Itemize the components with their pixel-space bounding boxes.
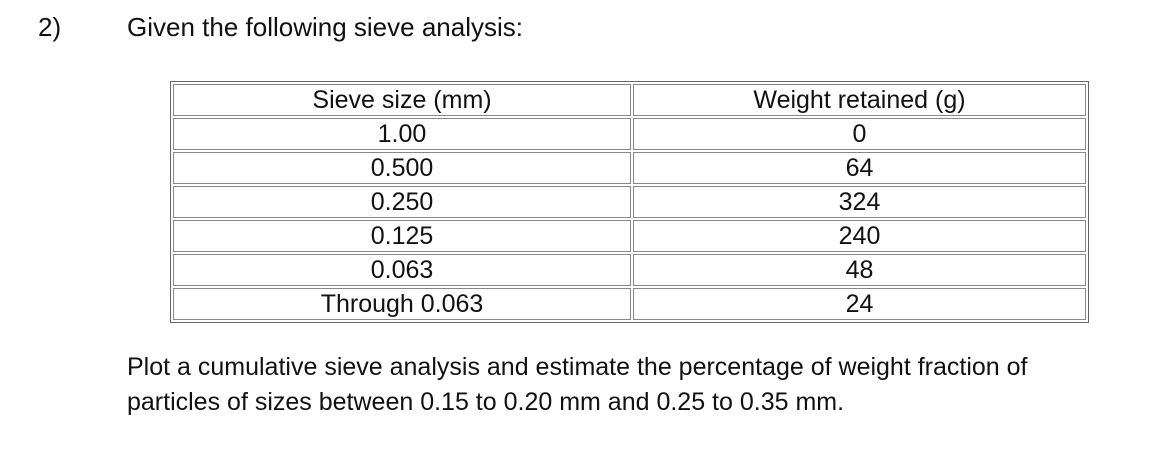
- table-row: 0.063 48: [173, 254, 1086, 286]
- table-row: 0.500 64: [173, 152, 1086, 184]
- table-cell: 0.063: [173, 254, 631, 286]
- problem-number: 2): [38, 12, 62, 42]
- table-cell: 240: [633, 220, 1086, 252]
- table-cell: 64: [633, 152, 1086, 184]
- table-body: 1.00 0 0.500 64 0.250 324 0.125 240 0.063 48 Throu…: [173, 118, 1086, 320]
- table-cell: 0.500: [173, 152, 631, 184]
- table-cell: 24: [633, 288, 1086, 320]
- table-row: 0.125 240: [173, 220, 1086, 252]
- table-cell: 324: [633, 186, 1086, 218]
- table-cell: 48: [633, 254, 1086, 286]
- table-cell: 0: [633, 118, 1086, 150]
- table-cell: 0.125: [173, 220, 631, 252]
- sieve-table: Sieve size (mm) Weight retained (g) 1.00 0…: [170, 81, 1089, 323]
- table-cell: Through 0.063: [173, 288, 631, 320]
- header-cell: Weight retained (g): [633, 84, 1086, 116]
- header-row: Sieve size (mm) Weight retained (g): [173, 84, 1086, 116]
- intro-text: Given the following sieve analysis:: [127, 12, 523, 42]
- table-cell: 1.00: [173, 118, 631, 150]
- table-row: 1.00 0: [173, 118, 1086, 150]
- header-cell: Sieve size (mm): [173, 84, 631, 116]
- question-text: Plot a cumulative sieve analysis and est…: [127, 353, 1028, 416]
- table-cell: 0.250: [173, 186, 631, 218]
- table-row: 0.250 324: [173, 186, 1086, 218]
- table-row: Through 0.063 24: [173, 288, 1086, 320]
